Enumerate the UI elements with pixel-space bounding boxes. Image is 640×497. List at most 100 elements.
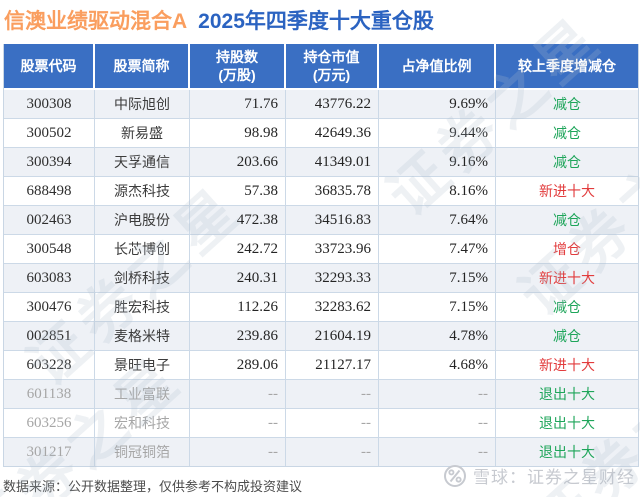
col-header-market-value: 持仓市值 (万元) xyxy=(286,44,379,90)
net-value-pct: 8.16% xyxy=(379,177,496,206)
stock-code: 603228 xyxy=(4,351,95,380)
position-change: 减仓 xyxy=(496,322,638,351)
position-change: 退出十大 xyxy=(496,438,638,466)
stock-code: 603256 xyxy=(4,409,95,438)
table-row: 300394 天孚通信 203.66 41349.01 9.16% 减仓 xyxy=(4,148,638,177)
net-value-pct: -- xyxy=(379,438,496,466)
shares-held: 472.38 xyxy=(190,206,286,235)
market-value: 42649.36 xyxy=(286,119,379,148)
position-change: 新进十大 xyxy=(496,351,638,380)
shares-held: 289.06 xyxy=(190,351,286,380)
table-row: 002463 沪电股份 472.38 34516.83 7.64% 减仓 xyxy=(4,206,638,235)
stock-name: 胜宏科技 xyxy=(95,293,190,322)
market-value: 32283.62 xyxy=(286,293,379,322)
shares-held: 239.86 xyxy=(190,322,286,351)
col-header-shares-held: 持股数 (万股) xyxy=(190,44,286,90)
market-value: 36835.78 xyxy=(286,177,379,206)
shares-held: 71.76 xyxy=(190,90,286,119)
net-value-pct: 9.16% xyxy=(379,148,496,177)
table-row: 301217 铜冠铜箔 -- -- -- 退出十大 xyxy=(4,438,638,466)
col-header-stock-name: 股票简称 xyxy=(95,44,190,90)
stock-name: 沪电股份 xyxy=(95,206,190,235)
xueqiu-logo-icon xyxy=(444,464,466,487)
market-value: 21604.19 xyxy=(286,322,379,351)
position-change: 增仓 xyxy=(496,235,638,264)
position-change: 新进十大 xyxy=(496,177,638,206)
brand-footer: 雪球：证券之星财经 xyxy=(443,463,635,488)
shares-held: 57.38 xyxy=(190,177,286,206)
stock-name: 景旺电子 xyxy=(95,351,190,380)
stock-code: 002851 xyxy=(4,322,95,351)
stock-name: 麦格米特 xyxy=(95,322,190,351)
net-value-pct: 7.15% xyxy=(379,293,496,322)
data-source-note: 数据来源：公开数据整理，仅供参考不构成投资建议 xyxy=(3,479,303,494)
holdings-table: 股票代码 股票简称 持股数 (万股) 持仓市值 (万元) 占净值比例 较上季度增… xyxy=(3,44,639,467)
market-value: -- xyxy=(286,380,379,409)
net-value-pct: 7.64% xyxy=(379,206,496,235)
position-change: 减仓 xyxy=(496,119,638,148)
table-row: 688498 源杰科技 57.38 36835.78 8.16% 新进十大 xyxy=(4,177,638,206)
col-header-net-value-pct: 占净值比例 xyxy=(379,44,496,90)
stock-name: 剑桥科技 xyxy=(95,264,190,293)
net-value-pct: 4.68% xyxy=(379,351,496,380)
stock-code: 300548 xyxy=(4,235,95,264)
position-change: 新进十大 xyxy=(496,264,638,293)
stock-code: 300394 xyxy=(4,148,95,177)
brand-text: 雪球：证券之星财经 xyxy=(473,468,635,487)
position-change: 减仓 xyxy=(496,148,638,177)
table-row: 002851 麦格米特 239.86 21604.19 4.78% 减仓 xyxy=(4,322,638,351)
stock-name: 天孚通信 xyxy=(95,148,190,177)
table-body: 300308 中际旭创 71.76 43776.22 9.69% 减仓 3005… xyxy=(4,90,638,466)
table-row: 603228 景旺电子 289.06 21127.17 4.68% 新进十大 xyxy=(4,351,638,380)
position-change: 减仓 xyxy=(496,206,638,235)
stock-code: 300476 xyxy=(4,293,95,322)
position-change: 减仓 xyxy=(496,90,638,119)
shares-held: -- xyxy=(190,409,286,438)
shares-held: 242.72 xyxy=(190,235,286,264)
market-value: -- xyxy=(286,438,379,466)
stock-code: 002463 xyxy=(4,206,95,235)
market-value: 34516.83 xyxy=(286,206,379,235)
stock-code: 300308 xyxy=(4,90,95,119)
holdings-table-container: 股票代码 股票简称 持股数 (万股) 持仓市值 (万元) 占净值比例 较上季度增… xyxy=(3,44,639,467)
net-value-pct: -- xyxy=(379,409,496,438)
shares-held: -- xyxy=(190,438,286,466)
market-value: -- xyxy=(286,409,379,438)
col-header-position-change: 较上季度增减仓 xyxy=(496,44,638,90)
net-value-pct: -- xyxy=(379,380,496,409)
table-row: 300548 长芯博创 242.72 33723.96 7.47% 增仓 xyxy=(4,235,638,264)
position-change: 退出十大 xyxy=(496,380,638,409)
shares-held: 240.31 xyxy=(190,264,286,293)
stock-code: 300502 xyxy=(4,119,95,148)
fund-name: 信澳业绩驱动混合A xyxy=(4,10,188,33)
stock-code: 301217 xyxy=(4,438,95,466)
table-header: 股票代码 股票简称 持股数 (万股) 持仓市值 (万元) 占净值比例 较上季度增… xyxy=(4,44,638,90)
table-row: 603083 剑桥科技 240.31 32293.33 7.15% 新进十大 xyxy=(4,264,638,293)
stock-code: 603083 xyxy=(4,264,95,293)
table-row: 300502 新易盛 98.98 42649.36 9.44% 减仓 xyxy=(4,119,638,148)
table-row: 300476 胜宏科技 112.26 32283.62 7.15% 减仓 xyxy=(4,293,638,322)
net-value-pct: 9.44% xyxy=(379,119,496,148)
net-value-pct: 7.15% xyxy=(379,264,496,293)
table-row: 601138 工业富联 -- -- -- 退出十大 xyxy=(4,380,638,409)
net-value-pct: 7.47% xyxy=(379,235,496,264)
page-title: 信澳业绩驱动混合A 2025年四季度十大重仓股 xyxy=(4,5,434,35)
table-row: 603256 宏和科技 -- -- -- 退出十大 xyxy=(4,409,638,438)
net-value-pct: 9.69% xyxy=(379,90,496,119)
market-value: 33723.96 xyxy=(286,235,379,264)
stock-code: 601138 xyxy=(4,380,95,409)
col-header-stock-code: 股票代码 xyxy=(4,44,95,90)
shares-held: 98.98 xyxy=(190,119,286,148)
stock-code: 688498 xyxy=(4,177,95,206)
stock-name: 新易盛 xyxy=(95,119,190,148)
shares-held: -- xyxy=(190,380,286,409)
stock-name: 源杰科技 xyxy=(95,177,190,206)
shares-held: 203.66 xyxy=(190,148,286,177)
position-change: 减仓 xyxy=(496,293,638,322)
stock-name: 长芯博创 xyxy=(95,235,190,264)
market-value: 21127.17 xyxy=(286,351,379,380)
table-row: 300308 中际旭创 71.76 43776.22 9.69% 减仓 xyxy=(4,90,638,119)
position-change: 退出十大 xyxy=(496,409,638,438)
market-value: 41349.01 xyxy=(286,148,379,177)
report-period: 2025年四季度十大重仓股 xyxy=(198,10,434,33)
